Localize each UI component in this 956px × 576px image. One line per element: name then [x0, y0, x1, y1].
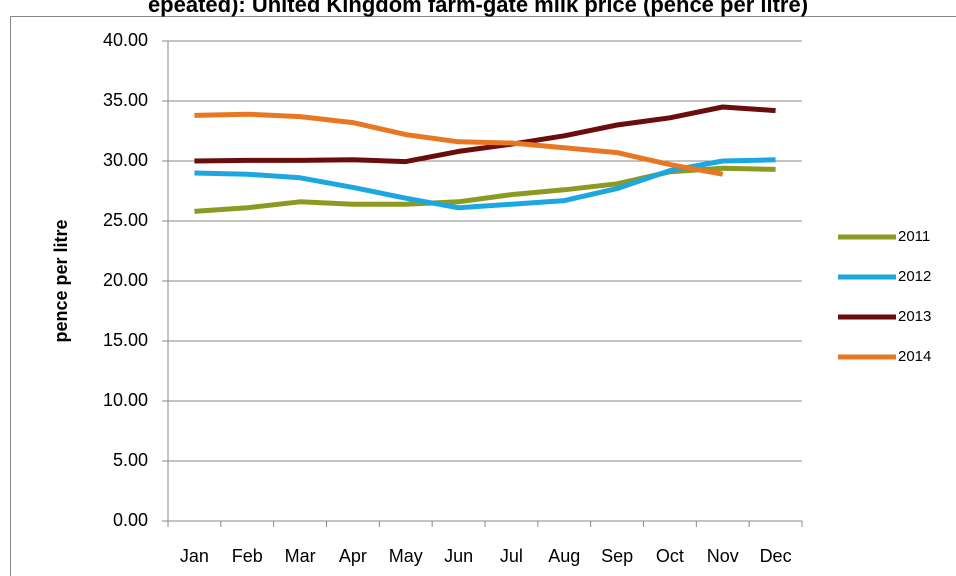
x-tick-label: Dec [760, 546, 792, 566]
x-tick-label: Sep [601, 546, 633, 566]
y-tick-label: 15.00 [103, 330, 148, 350]
x-tick-label: Feb [232, 546, 263, 566]
legend-label: 2011 [898, 228, 930, 245]
x-tick-label: May [389, 546, 423, 566]
x-tick-label: Aug [548, 546, 580, 566]
legend-label: 2012 [898, 268, 931, 285]
x-tick-label: Jan [180, 546, 209, 566]
y-axis-label: pence per litre [51, 219, 71, 342]
x-tick-label: Mar [285, 546, 316, 566]
chart-title: epeated): United Kingdom farm-gate milk … [148, 0, 808, 17]
y-tick-label: 30.00 [103, 150, 148, 170]
series-line [194, 157, 776, 211]
x-tick-label: Jul [500, 546, 523, 566]
legend-label: 2013 [898, 308, 931, 325]
y-tick-label: 5.00 [113, 450, 148, 470]
chart-border [10, 16, 956, 576]
y-tick-label: 25.00 [103, 210, 148, 230]
x-tick-label: Oct [656, 546, 684, 566]
y-tick-label: 0.00 [113, 510, 148, 530]
y-tick-label: 35.00 [103, 90, 148, 110]
y-tick-label: 40.00 [103, 30, 148, 50]
y-tick-label: 10.00 [103, 390, 148, 410]
series-line [194, 104, 776, 165]
x-tick-label: Apr [339, 546, 367, 566]
series-line [194, 111, 724, 177]
legend-label: 2014 [898, 348, 931, 365]
x-tick-label: Nov [707, 546, 739, 566]
y-tick-label: 20.00 [103, 270, 148, 290]
x-tick-label: Jun [444, 546, 473, 566]
